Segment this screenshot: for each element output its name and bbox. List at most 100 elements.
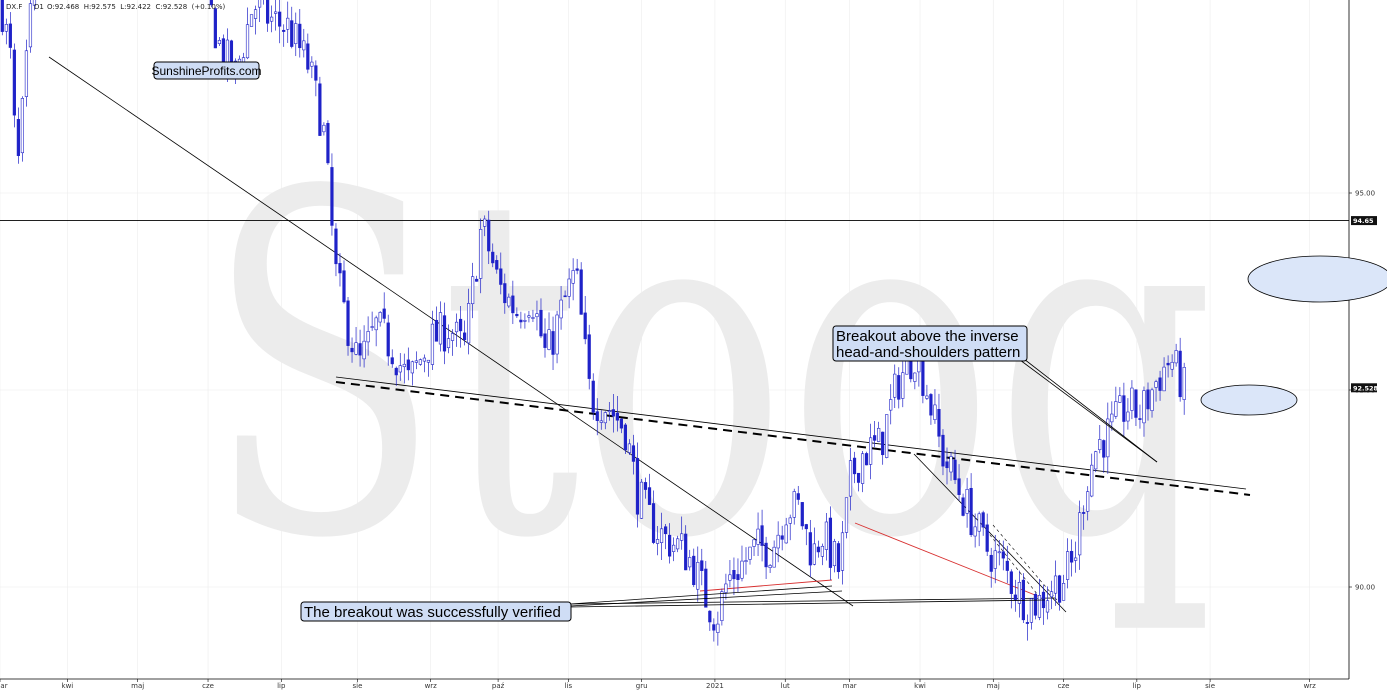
candle xyxy=(752,539,756,557)
candle xyxy=(985,513,989,557)
candle xyxy=(310,56,314,79)
candle xyxy=(647,473,652,505)
candle xyxy=(547,312,551,351)
candle xyxy=(438,301,443,352)
candle xyxy=(631,434,636,475)
price-label-box xyxy=(1351,216,1377,226)
candle xyxy=(993,534,997,584)
candle xyxy=(756,512,760,556)
candle xyxy=(776,521,780,563)
candle xyxy=(611,394,615,433)
candle xyxy=(213,7,217,49)
candle xyxy=(856,472,861,492)
candle xyxy=(8,12,12,59)
brand-callout: SunshineProfits.com xyxy=(151,61,262,80)
candle xyxy=(889,384,893,425)
x-tick-label: sie xyxy=(1205,682,1215,690)
candle xyxy=(442,302,447,365)
candle xyxy=(32,0,37,11)
candle xyxy=(893,364,897,409)
candle xyxy=(487,210,491,265)
candle xyxy=(1154,379,1158,402)
x-tick-label: lis xyxy=(565,682,573,690)
candle xyxy=(402,353,406,384)
hs-pointer-2 xyxy=(1019,359,1158,463)
resistance-ellipse-lower xyxy=(1200,384,1298,416)
candle xyxy=(732,557,736,596)
candle xyxy=(804,523,808,546)
candle xyxy=(816,540,820,558)
hs-callout: Breakout above the inverse head-and-shou… xyxy=(832,325,1158,463)
candle xyxy=(1182,362,1186,415)
candle xyxy=(1025,614,1029,641)
candle xyxy=(16,107,20,164)
candle xyxy=(897,367,901,409)
candle xyxy=(20,96,25,162)
x-tick-label: mar xyxy=(843,682,857,690)
candle xyxy=(286,1,290,43)
candle xyxy=(422,354,427,373)
candle xyxy=(257,0,262,22)
major-downtrend-line xyxy=(48,56,854,607)
candle xyxy=(274,0,278,31)
candle xyxy=(744,547,748,575)
candle xyxy=(555,310,559,364)
candle xyxy=(619,418,623,434)
candle xyxy=(764,536,768,579)
price-label: 92.528 xyxy=(1353,384,1379,392)
candle xyxy=(567,268,571,309)
candle xyxy=(446,324,451,354)
candle xyxy=(885,414,889,459)
candle xyxy=(1078,500,1082,570)
candle xyxy=(378,311,382,327)
channel-dashed-2 xyxy=(992,524,1058,601)
candle xyxy=(820,543,824,566)
candle xyxy=(454,313,459,347)
candle xyxy=(1146,382,1150,421)
candle xyxy=(728,560,732,588)
candle xyxy=(792,488,796,525)
support-line xyxy=(569,597,1056,605)
candle xyxy=(1086,486,1090,521)
candle xyxy=(306,33,310,74)
candle xyxy=(398,353,402,381)
candle xyxy=(519,311,523,329)
candle xyxy=(720,588,724,626)
candle xyxy=(354,326,358,356)
candle xyxy=(358,329,362,367)
candle xyxy=(298,8,302,58)
x-tick-label: lip xyxy=(277,682,286,690)
candlesticks xyxy=(0,0,1186,646)
candle xyxy=(334,223,338,277)
candle xyxy=(263,0,264,5)
candle xyxy=(659,512,664,560)
candle xyxy=(1029,597,1034,630)
y-tick-label: 97.50 xyxy=(1355,0,1375,1)
candle xyxy=(877,421,881,443)
candle xyxy=(1102,439,1106,473)
x-tick-label: cze xyxy=(202,682,214,690)
x-tick-label: 2021 xyxy=(706,682,724,690)
x-tick-label: ar xyxy=(0,682,7,690)
verified-pointer-3 xyxy=(569,599,1046,608)
x-tick-label: wrz xyxy=(425,682,438,690)
candle xyxy=(322,122,326,136)
price-label-box xyxy=(1351,383,1377,393)
candle xyxy=(901,361,905,408)
candle xyxy=(563,290,567,298)
candle xyxy=(527,310,531,323)
candle xyxy=(736,558,740,593)
candle xyxy=(623,422,627,455)
candle xyxy=(1114,386,1118,420)
horizontal-levels xyxy=(0,220,1349,221)
candle xyxy=(1009,569,1013,609)
candle xyxy=(760,509,764,562)
x-tick-label: sie xyxy=(353,682,363,690)
candle xyxy=(28,0,33,53)
candle xyxy=(579,262,583,315)
candle xyxy=(828,506,833,581)
candle xyxy=(696,546,700,602)
candle xyxy=(270,5,274,33)
candle xyxy=(499,252,503,295)
candle xyxy=(881,431,885,465)
